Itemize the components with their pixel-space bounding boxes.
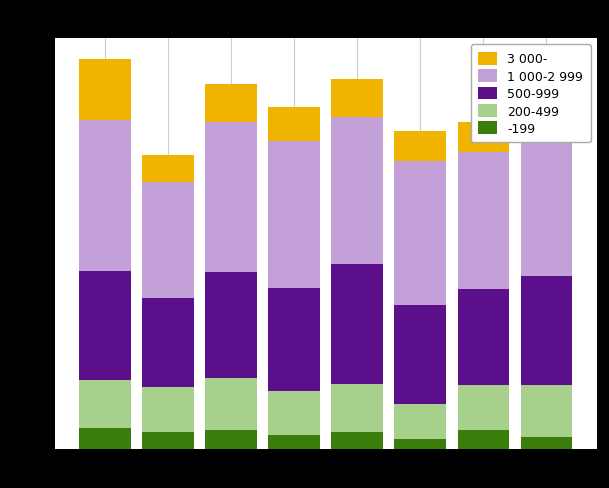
Bar [143,155,194,183]
Bar [269,142,320,288]
Bar [79,381,131,428]
Bar [205,430,257,449]
Bar [79,271,131,381]
Bar [269,288,320,391]
Bar [395,405,446,439]
Bar [331,80,383,118]
Bar [457,430,509,449]
Bar [521,61,572,122]
Bar [521,276,572,386]
Bar [143,432,194,449]
Bar [269,435,320,449]
Legend: 3 000-, 1 000-2 999, 500-999, 200-499, -199: 3 000-, 1 000-2 999, 500-999, 200-499, -… [471,45,591,143]
Bar [205,85,257,122]
Bar [457,153,509,290]
Bar [79,121,131,271]
Bar [143,183,194,299]
Bar [395,162,446,305]
Bar [395,305,446,405]
Bar [521,122,572,276]
Bar [269,391,320,435]
Bar [521,437,572,449]
Bar [205,273,257,379]
Bar [457,386,509,430]
Bar [143,387,194,432]
Bar [331,264,383,384]
Bar [143,299,194,387]
Bar [395,131,446,162]
Bar [79,428,131,449]
Bar [331,118,383,264]
Bar [457,122,509,153]
Bar [395,439,446,449]
Bar [79,60,131,121]
Bar [205,379,257,430]
Bar [269,107,320,142]
Bar [331,432,383,449]
Bar [205,122,257,273]
Bar [521,386,572,437]
Bar [457,290,509,386]
Bar [331,384,383,432]
